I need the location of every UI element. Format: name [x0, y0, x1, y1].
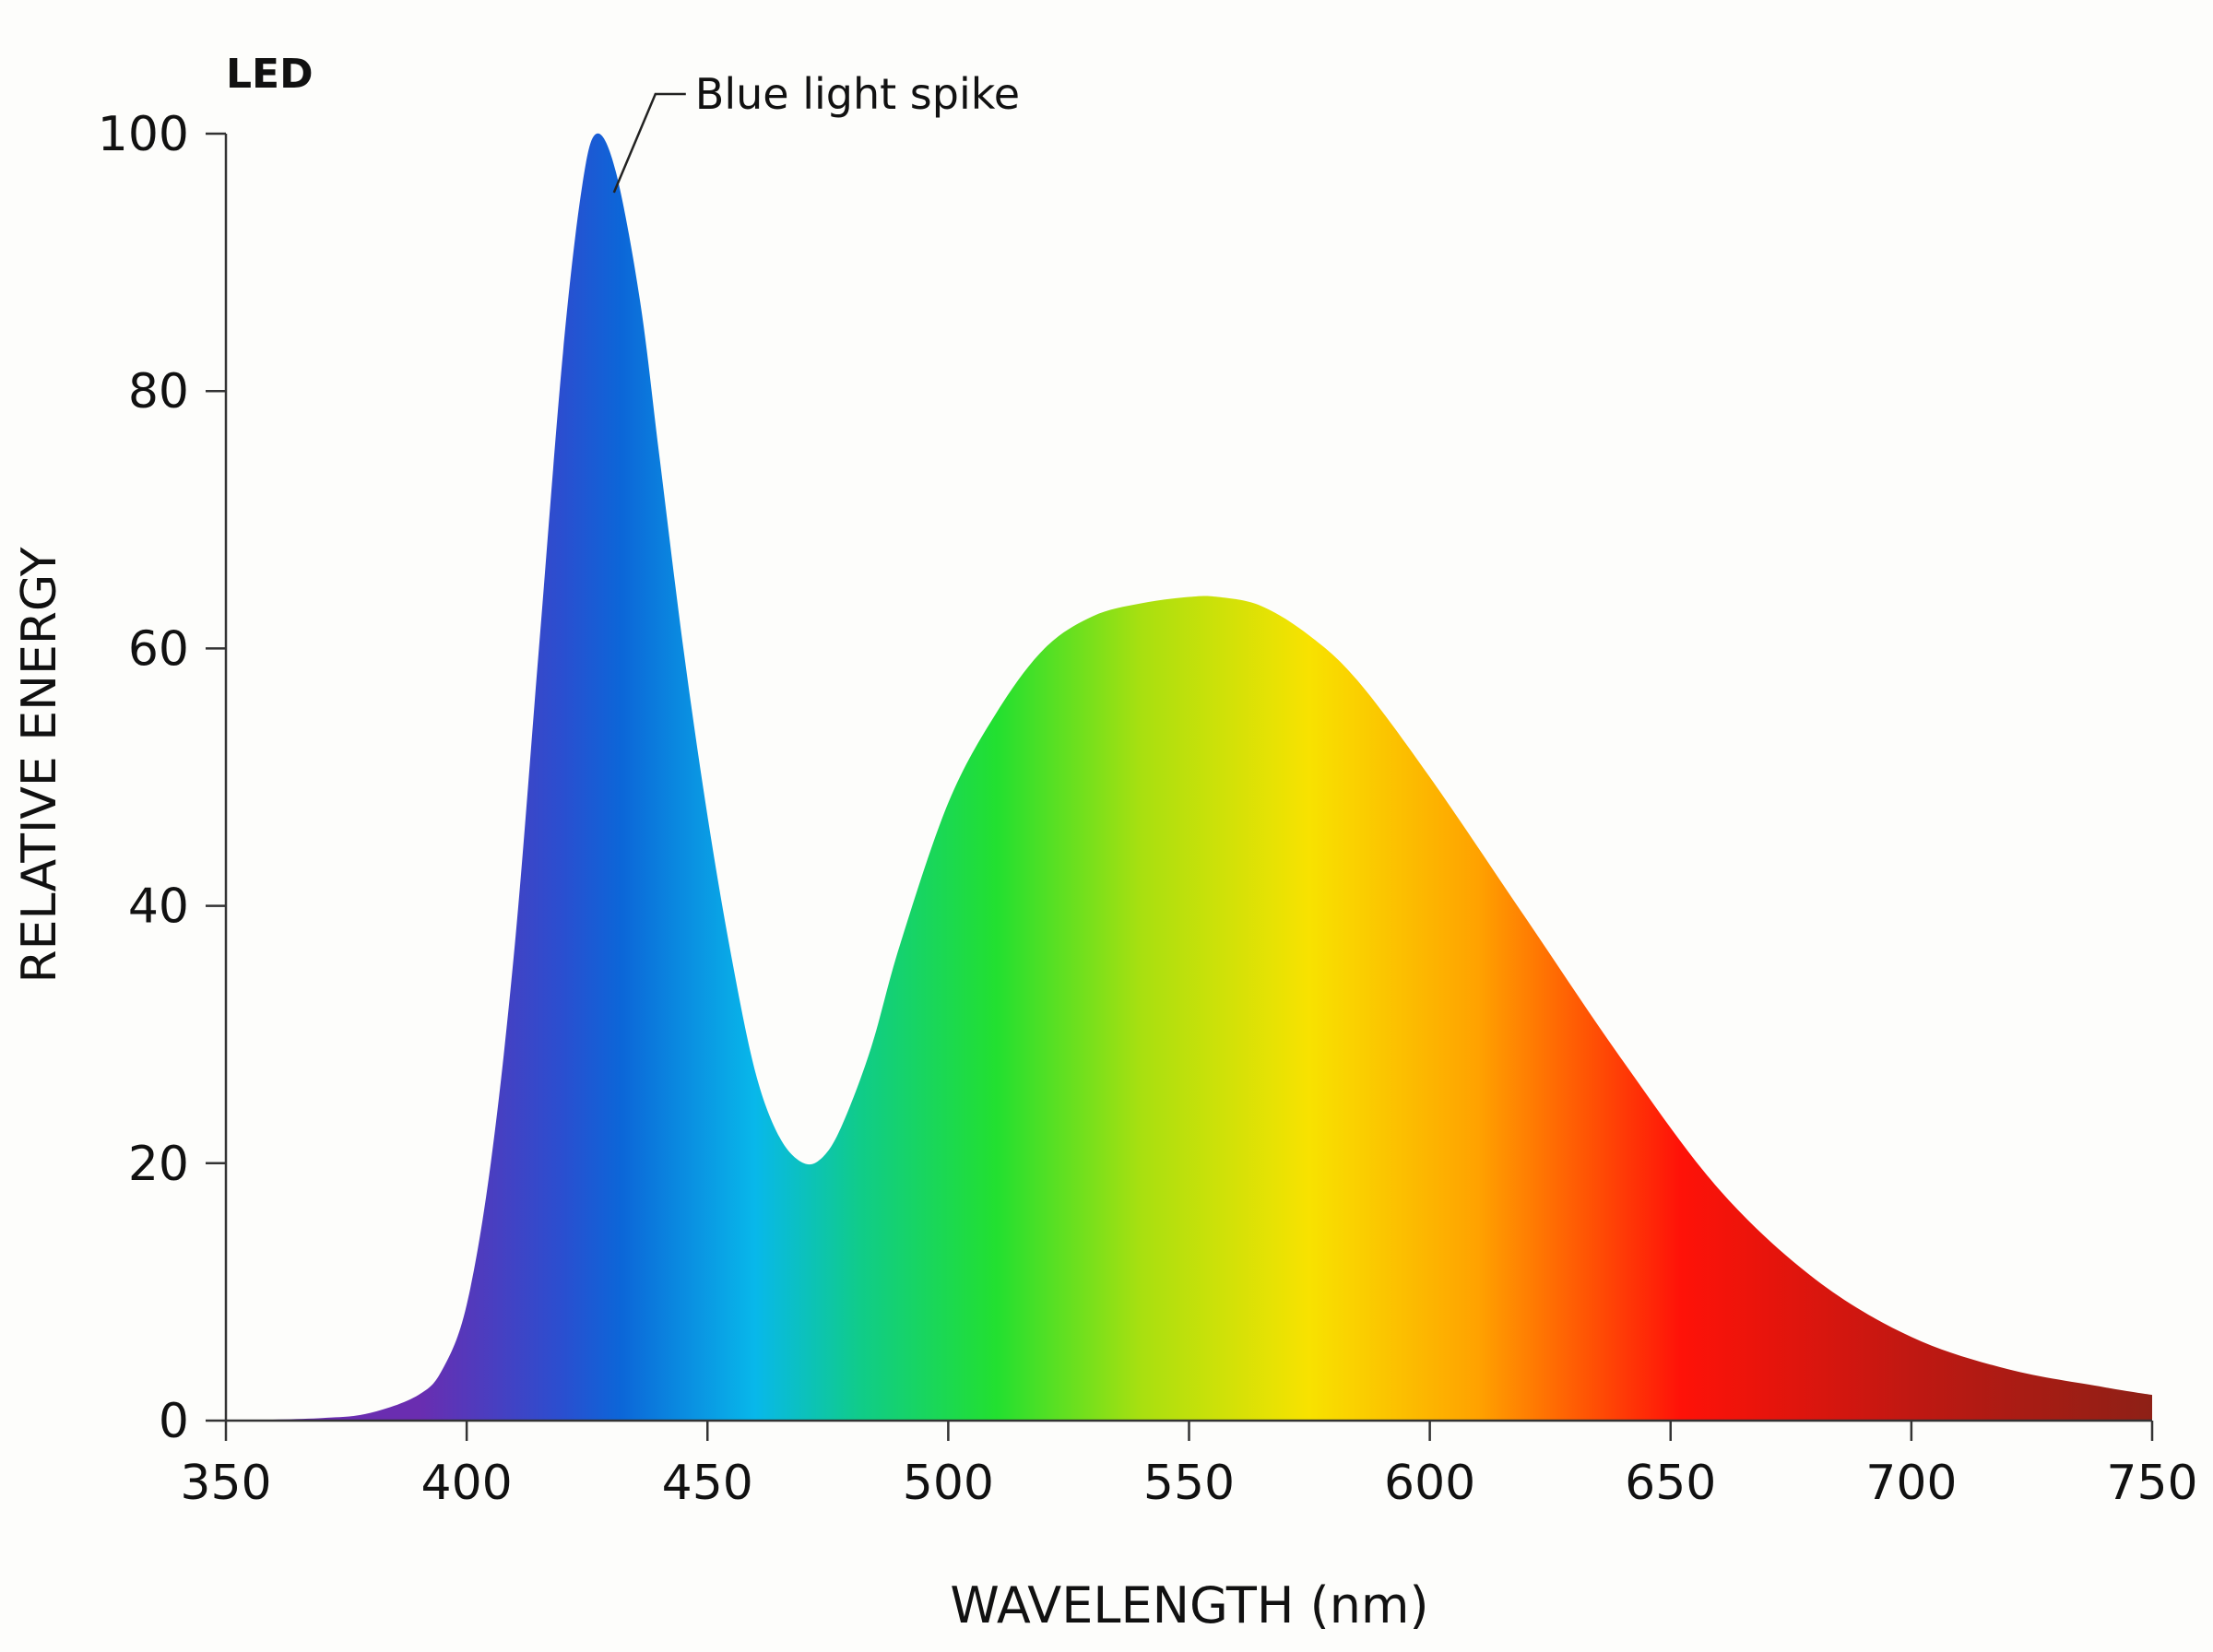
x-tick-label: 650 [1625, 1456, 1716, 1511]
x-axis-label: WAVELENGTH (nm) [950, 1576, 1428, 1634]
annotation-leader-line [612, 92, 686, 194]
x-tick-label: 550 [1143, 1456, 1235, 1511]
y-tick-label: 100 [98, 107, 189, 162]
ticks: 350 400 450 500 550 600 650 700 750 0 20 40 60 80 100 [98, 107, 2198, 1511]
annotation-label: Blue light spike [695, 69, 1020, 119]
y-tick-label: 20 [128, 1137, 189, 1192]
x-tick-label: 350 [180, 1456, 271, 1511]
chart-title: LED [226, 51, 314, 98]
spectrum-area [226, 133, 2152, 1421]
y-tick-label: 80 [128, 364, 189, 419]
y-axis-label: RELATIVE ENERGY [12, 547, 67, 983]
y-tick-label: 40 [128, 879, 189, 935]
x-tick-label: 450 [662, 1456, 753, 1511]
x-tick-label: 500 [903, 1456, 994, 1511]
y-tick-label: 60 [128, 621, 189, 677]
y-tick-label: 0 [159, 1394, 189, 1449]
x-tick-label: 400 [420, 1456, 512, 1511]
x-tick-label: 750 [2106, 1456, 2197, 1511]
x-tick-label: 600 [1384, 1456, 1475, 1511]
x-tick-label: 700 [1865, 1456, 1957, 1511]
